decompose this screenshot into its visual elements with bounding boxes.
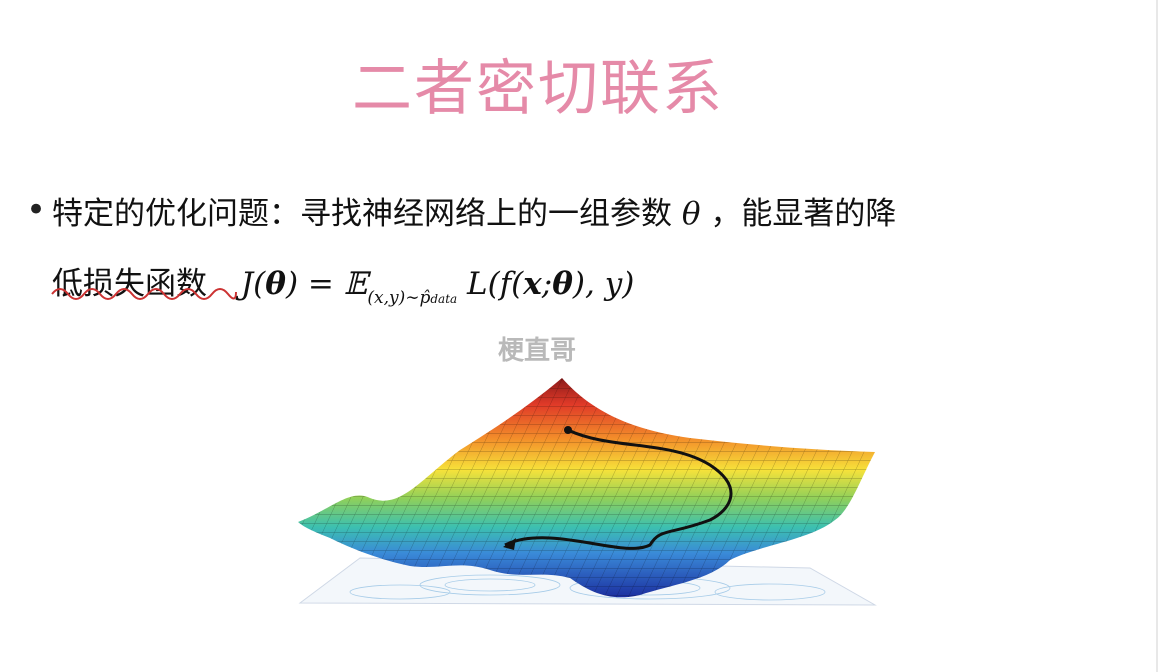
line1-text-after: ，能显著的降 (710, 196, 896, 232)
formula-x: x (523, 266, 541, 302)
formula-j: J( (241, 266, 266, 302)
bullet-line-1: 特定的优化问题：寻找神经网络上的一组参数 θ ，能显著的降 (52, 188, 896, 233)
formula-sub-main: (x,y)∼p̂ (367, 288, 430, 308)
formula-subscript: (x,y)∼p̂data (367, 288, 457, 308)
formula: J(θ) = 𝔼(x,y)∼p̂data L(f(x;θ), y) (241, 266, 635, 302)
formula-theta: θ (265, 266, 286, 302)
watermark: 梗直哥 (498, 330, 576, 367)
line1-text: 特定的优化问题：寻找神经网络上的一组参数 (52, 196, 672, 232)
formula-eq: ) = (286, 266, 344, 302)
theta-symbol: θ (682, 196, 701, 232)
formula-l: L(f( (457, 266, 523, 302)
bullet-dot: • (26, 190, 46, 230)
loss-surface-3d-plot (290, 370, 890, 610)
formula-expectation: 𝔼 (344, 266, 368, 302)
red-squiggle-underline (50, 282, 240, 302)
slide-title: 二者密切联系 (352, 40, 724, 127)
formula-sub-data: data (430, 292, 457, 306)
formula-semicolon: ; (542, 266, 552, 302)
formula-theta-2: θ (552, 266, 573, 302)
formula-end: ), y) (573, 266, 634, 302)
